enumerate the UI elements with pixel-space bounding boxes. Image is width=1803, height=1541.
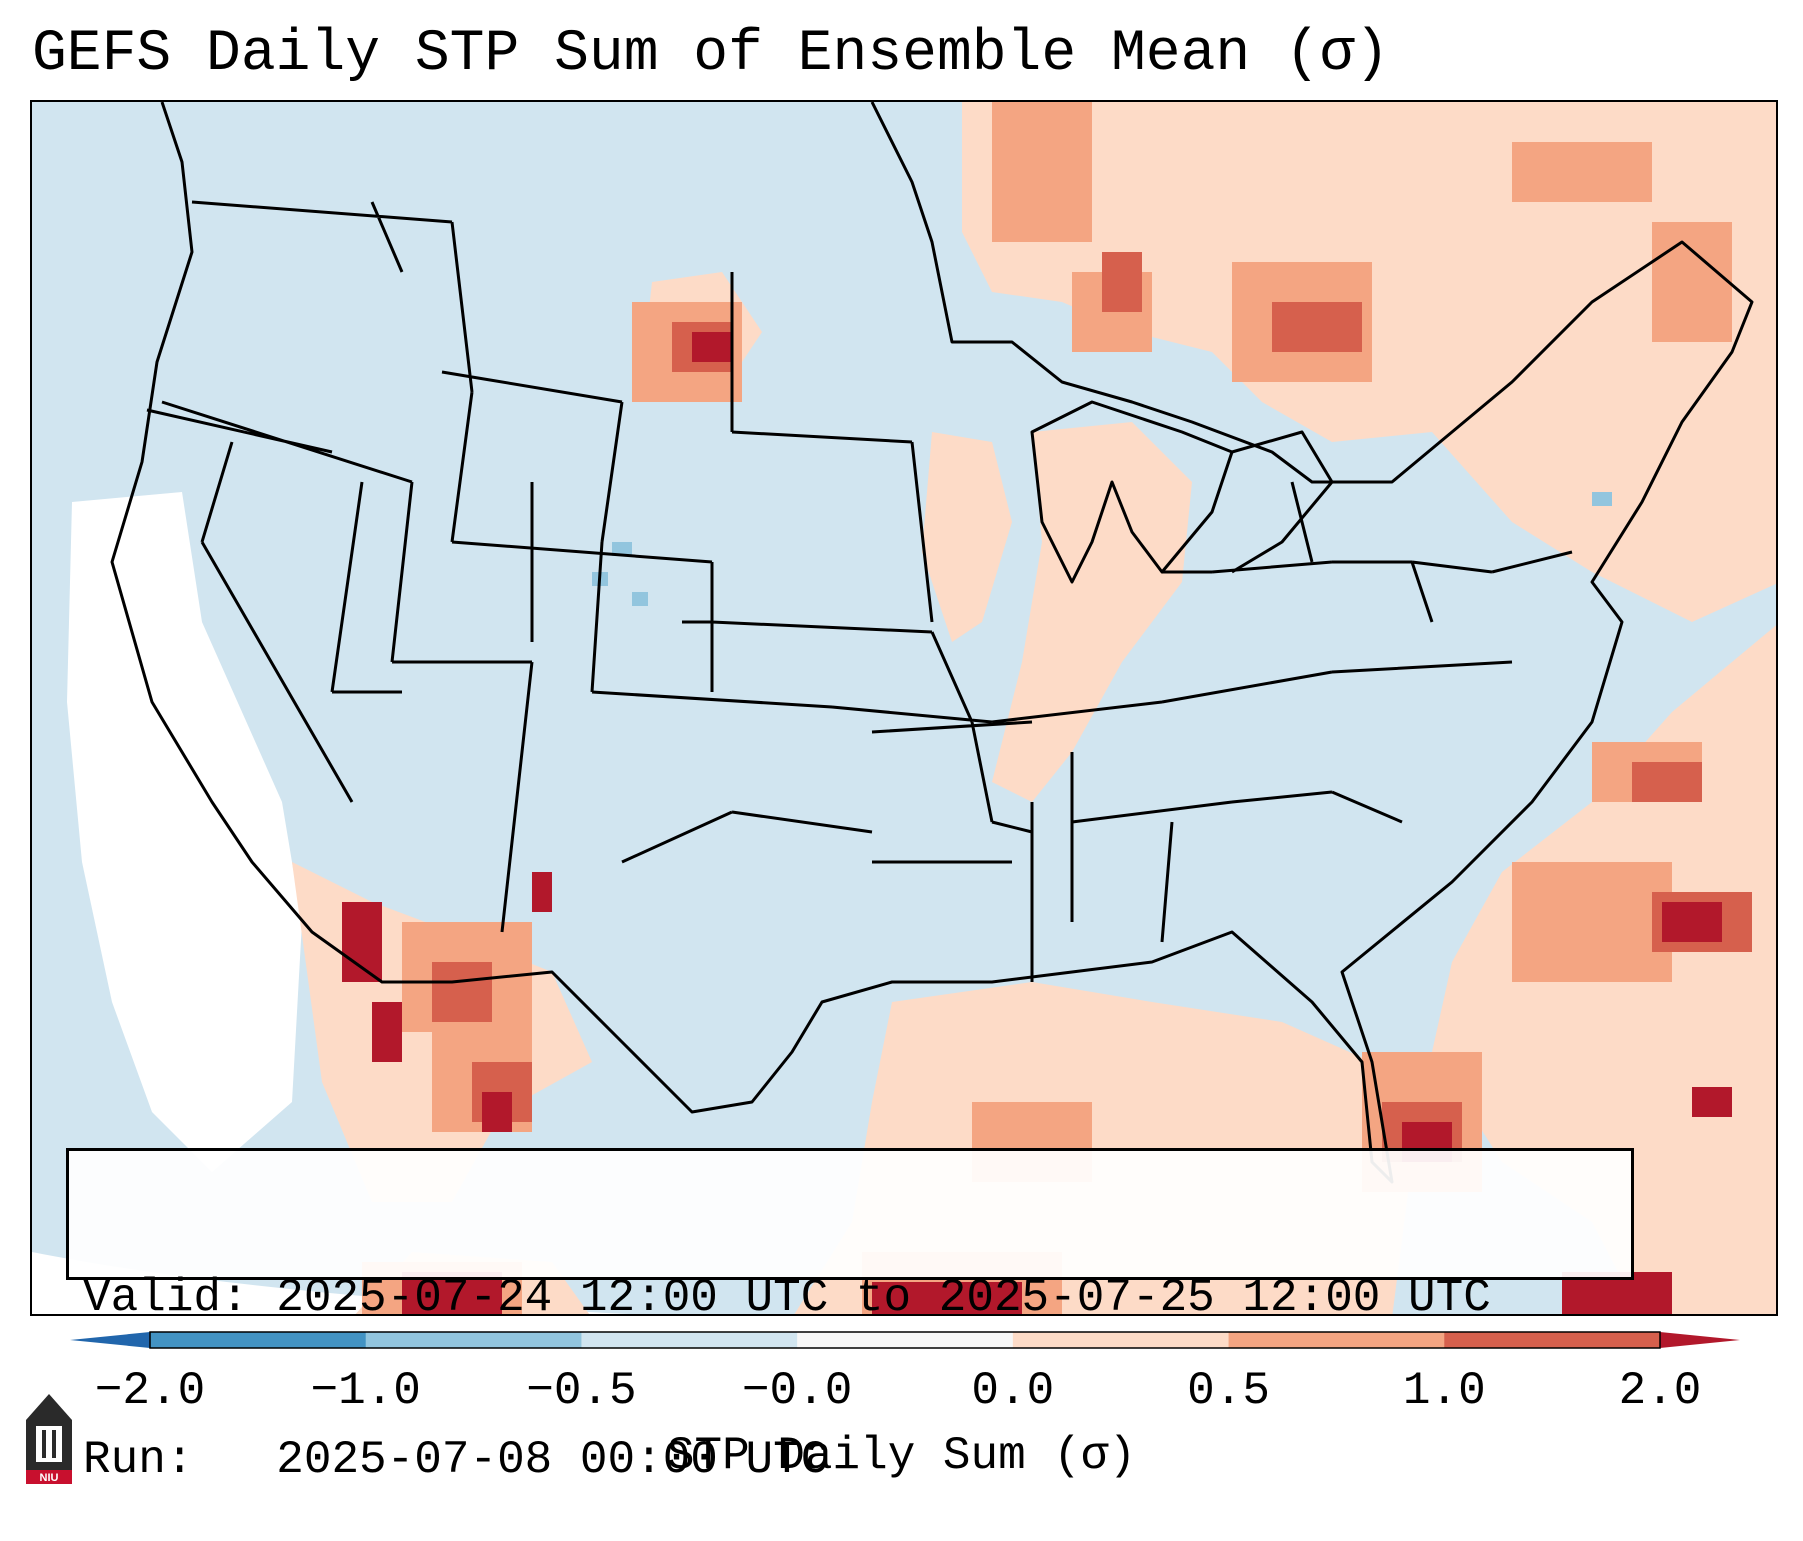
niu-logo-icon: NIU: [26, 1394, 72, 1484]
colorbar-tick-label: −0.5: [526, 1365, 637, 1417]
colorbar-bin-3: [797, 1332, 1014, 1348]
map-canvas: [32, 102, 1776, 1314]
colorbar-bin-2: [581, 1332, 798, 1348]
colorbar-tick-label: 2.0: [1618, 1365, 1702, 1417]
colorbar-tick-label: 0.0: [971, 1365, 1055, 1417]
colorbar-tick-label: 1.0: [1402, 1365, 1486, 1417]
colorbar-tick-label: 0.5: [1187, 1365, 1270, 1417]
colorbar-tick-label: −2.0: [94, 1365, 206, 1417]
colorbar-under-extension: [70, 1332, 150, 1348]
colorbar-tick-label: −0.0: [741, 1365, 853, 1417]
map-panel: [30, 100, 1778, 1316]
colorbar-bin-0: [150, 1332, 367, 1348]
colorbar-label: STP Daily Sum (σ): [666, 1430, 1137, 1482]
colorbar-bin-4: [1012, 1332, 1230, 1348]
colorbar-over-extension: [1660, 1332, 1740, 1348]
colorbar-outline: [149, 1331, 1661, 1349]
colorbar-bin-5: [1228, 1332, 1445, 1348]
valid-time-text: Valid: 2025-07-24 12:00 UTC to 2025-07-2…: [83, 1272, 1491, 1324]
colorbar: [70, 1331, 1740, 1349]
map-title: GEFS Daily STP Sum of Ensemble Mean (σ): [32, 22, 1390, 87]
near-zero-field: [32, 492, 629, 1314]
colorbar-bin-1: [365, 1332, 582, 1348]
colorbar-bin-6: [1444, 1332, 1661, 1348]
colorbar-bins: [150, 1332, 1661, 1348]
great-lakes-outline: [1030, 400, 1234, 584]
run-time-text: Run: 2025-07-08 00:00 UTC: [83, 1434, 829, 1486]
logo-text: NIU: [40, 1472, 59, 1484]
state-borders: [146, 200, 1573, 982]
colorbar-tick-label: −1.0: [310, 1365, 421, 1417]
valid-run-box: Valid: 2025-07-24 12:00 UTC to 2025-07-2…: [66, 1148, 1634, 1486]
